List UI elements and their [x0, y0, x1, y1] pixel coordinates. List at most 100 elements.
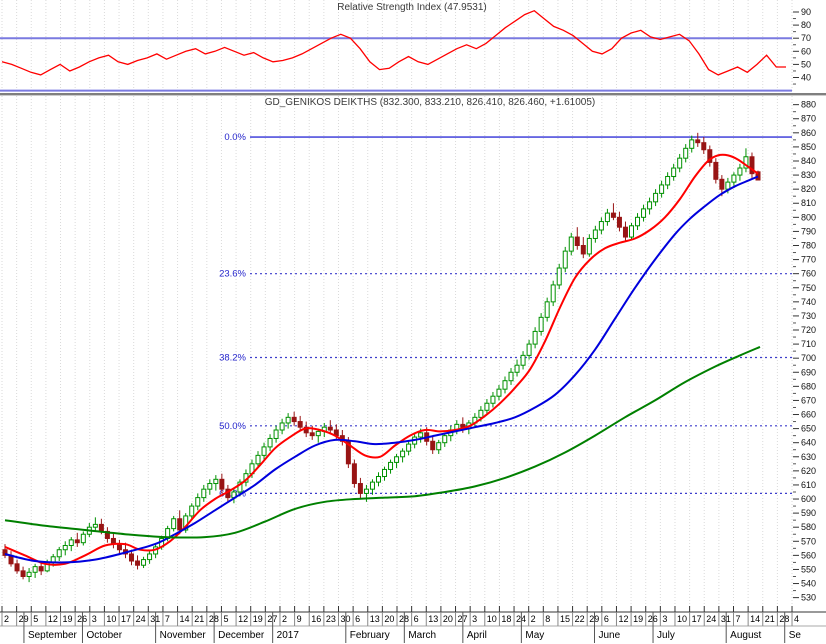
svg-text:50.0%: 50.0% — [219, 421, 246, 432]
svg-text:2: 2 — [4, 614, 9, 624]
svg-text:630: 630 — [801, 452, 816, 462]
svg-text:860: 860 — [801, 128, 816, 138]
svg-text:12: 12 — [48, 614, 58, 624]
svg-text:840: 840 — [801, 156, 816, 166]
svg-text:May: May — [525, 630, 544, 641]
svg-text:June: June — [599, 630, 621, 641]
svg-text:Se: Se — [789, 630, 802, 641]
svg-text:710: 710 — [801, 339, 816, 349]
svg-text:10: 10 — [106, 614, 116, 624]
svg-text:6: 6 — [414, 614, 419, 624]
svg-text:2: 2 — [531, 614, 536, 624]
svg-text:790: 790 — [801, 226, 816, 236]
panel-separator — [0, 93, 826, 96]
svg-text:830: 830 — [801, 170, 816, 180]
svg-text:50: 50 — [801, 59, 811, 69]
svg-text:13: 13 — [370, 614, 380, 624]
svg-text:February: February — [350, 630, 390, 641]
svg-text:21: 21 — [765, 614, 775, 624]
svg-text:7: 7 — [165, 614, 170, 624]
svg-text:580: 580 — [801, 522, 816, 532]
svg-text:13: 13 — [428, 614, 438, 624]
svg-text:24: 24 — [706, 614, 716, 624]
svg-text:810: 810 — [801, 198, 816, 208]
svg-text:780: 780 — [801, 241, 816, 251]
svg-text:2017: 2017 — [277, 630, 300, 641]
svg-text:820: 820 — [801, 184, 816, 194]
svg-text:18: 18 — [501, 614, 511, 624]
svg-text:550: 550 — [801, 564, 816, 574]
svg-text:650: 650 — [801, 424, 816, 434]
svg-text:3: 3 — [472, 614, 477, 624]
svg-text:December: December — [218, 630, 265, 641]
svg-text:5: 5 — [223, 614, 228, 624]
svg-text:720: 720 — [801, 325, 816, 335]
vertical-gridlines — [1, 0, 793, 611]
price-panel-title: GD_GENIKOS DEIKTHS (832.300, 833.210, 82… — [264, 97, 596, 108]
rsi-line — [1, 9, 786, 76]
svg-text:38.2%: 38.2% — [219, 352, 246, 363]
svg-text:620: 620 — [801, 466, 816, 476]
svg-text:90: 90 — [801, 7, 811, 17]
svg-text:0.0%: 0.0% — [224, 132, 246, 143]
svg-text:4: 4 — [794, 614, 799, 624]
svg-text:7: 7 — [736, 614, 741, 624]
x-axis: 2295121926310172431714212851219272916233… — [0, 606, 826, 643]
svg-text:November: November — [160, 630, 207, 641]
svg-text:20: 20 — [443, 614, 453, 624]
svg-text:17: 17 — [121, 614, 131, 624]
svg-text:600: 600 — [801, 494, 816, 504]
svg-text:800: 800 — [801, 212, 816, 222]
svg-text:740: 740 — [801, 297, 816, 307]
svg-text:40: 40 — [801, 73, 811, 83]
svg-text:3: 3 — [92, 614, 97, 624]
svg-text:12: 12 — [238, 614, 248, 624]
rsi-axis: 90 80 70 60 50 40 — [793, 7, 811, 85]
svg-text:70: 70 — [801, 33, 811, 43]
svg-text:770: 770 — [801, 255, 816, 265]
svg-text:60: 60 — [801, 46, 811, 56]
svg-text:850: 850 — [801, 142, 816, 152]
svg-text:760: 760 — [801, 269, 816, 279]
svg-text:14: 14 — [750, 614, 760, 624]
rsi-panel-title: Relative Strength Index (47.9531) — [337, 2, 487, 13]
svg-text:5: 5 — [33, 614, 38, 624]
svg-text:660: 660 — [801, 410, 816, 420]
svg-text:19: 19 — [253, 614, 263, 624]
svg-text:530: 530 — [801, 593, 816, 603]
svg-text:July: July — [657, 630, 675, 641]
svg-text:23: 23 — [326, 614, 336, 624]
svg-text:700: 700 — [801, 353, 816, 363]
svg-text:September: September — [28, 630, 78, 641]
svg-text:680: 680 — [801, 381, 816, 391]
svg-text:16: 16 — [311, 614, 321, 624]
svg-text:690: 690 — [801, 367, 816, 377]
svg-text:870: 870 — [801, 114, 816, 124]
svg-text:80: 80 — [801, 20, 811, 30]
svg-text:August: August — [730, 630, 761, 641]
svg-text:19: 19 — [633, 614, 643, 624]
svg-text:3: 3 — [662, 614, 667, 624]
svg-text:14: 14 — [180, 614, 190, 624]
svg-text:20: 20 — [384, 614, 394, 624]
svg-text:570: 570 — [801, 536, 816, 546]
svg-text:March: March — [408, 630, 436, 641]
svg-text:10: 10 — [487, 614, 497, 624]
svg-text:12: 12 — [618, 614, 628, 624]
svg-text:8: 8 — [545, 614, 550, 624]
svg-text:2: 2 — [282, 614, 287, 624]
svg-text:10: 10 — [677, 614, 687, 624]
svg-text:19: 19 — [63, 614, 73, 624]
svg-text:17: 17 — [692, 614, 702, 624]
svg-text:6: 6 — [604, 614, 609, 624]
short-term-ma — [4, 153, 759, 566]
fibonacci-levels: 0.0%23.6%38.2%50.0%61.8% — [219, 132, 792, 499]
svg-text:640: 640 — [801, 438, 816, 448]
svg-text:April: April — [467, 630, 487, 641]
svg-text:540: 540 — [801, 579, 816, 589]
svg-text:9: 9 — [297, 614, 302, 624]
svg-text:23.6%: 23.6% — [219, 269, 246, 280]
svg-text:730: 730 — [801, 311, 816, 321]
